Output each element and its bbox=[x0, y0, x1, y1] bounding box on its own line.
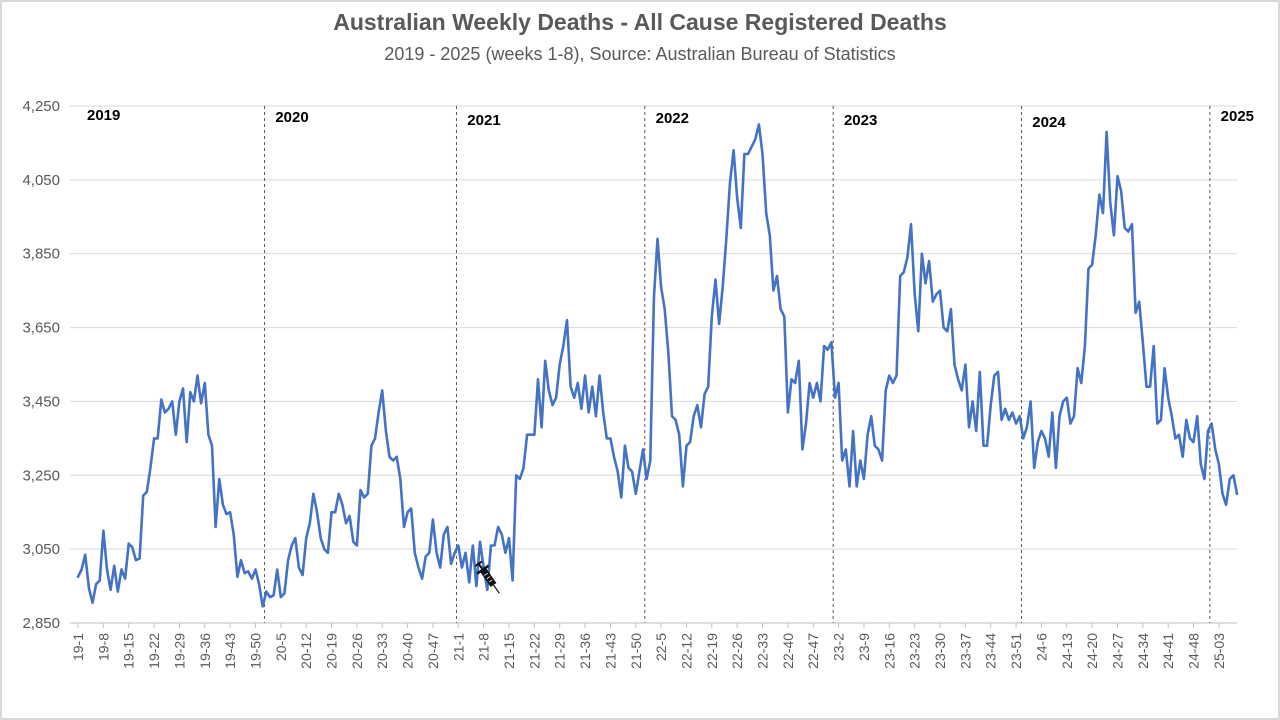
year-label: 2020 bbox=[275, 109, 308, 126]
syringe-thumb bbox=[474, 560, 483, 567]
y-tick-label: 3,450 bbox=[22, 393, 60, 410]
syringe-flange bbox=[476, 564, 490, 575]
x-tick-label: 19-36 bbox=[197, 633, 213, 669]
x-tick-label: 20-19 bbox=[324, 633, 340, 669]
x-tick-label: 21-43 bbox=[602, 633, 618, 669]
y-tick-label: 3,650 bbox=[22, 320, 60, 337]
x-tick-label: 23-2 bbox=[831, 633, 847, 661]
x-tick-label: 20-26 bbox=[349, 633, 365, 669]
x-tick-label: 23-37 bbox=[957, 633, 973, 669]
y-tick-label: 4,250 bbox=[22, 98, 60, 115]
year-label: 2023 bbox=[844, 112, 877, 129]
x-tick-label: 20-33 bbox=[374, 633, 390, 669]
x-tick-label: 24-41 bbox=[1160, 633, 1176, 669]
syringe-tick bbox=[484, 572, 488, 576]
x-tick-label: 19-29 bbox=[171, 633, 187, 669]
x-tick-label: 20-47 bbox=[425, 633, 441, 669]
year-label: 2022 bbox=[656, 110, 689, 127]
x-tick-label: 21-29 bbox=[552, 633, 568, 669]
x-tick-label: 25-03 bbox=[1211, 633, 1227, 669]
y-tick-label: 3,050 bbox=[22, 541, 60, 558]
series-group bbox=[76, 123, 1239, 608]
x-tick-label: 24-13 bbox=[1059, 633, 1075, 669]
x-tick-label: 23-23 bbox=[907, 633, 923, 669]
syringe-tick bbox=[488, 579, 493, 583]
vaccine-syringe-icon bbox=[474, 560, 500, 594]
x-tick-label: 22-33 bbox=[755, 633, 771, 669]
x-axis: 19-1 19-8 19-15 19-22 19-29 19-36 19-43 19-50 20… bbox=[70, 623, 1227, 669]
x-tick-label: 22-19 bbox=[704, 633, 720, 669]
year-label: 2021 bbox=[467, 112, 500, 129]
x-tick-label: 20-40 bbox=[400, 633, 416, 669]
syringe-tick bbox=[486, 576, 491, 580]
x-tick-label: 24-48 bbox=[1186, 633, 1202, 669]
x-tick-label: 23-51 bbox=[1008, 633, 1024, 669]
x-tick-label: 21-1 bbox=[450, 633, 466, 661]
syringe-needle bbox=[493, 584, 500, 594]
x-tick-label: 19-50 bbox=[247, 633, 263, 669]
year-label: 2019 bbox=[87, 107, 120, 124]
x-tick-label: 19-8 bbox=[95, 633, 111, 661]
x-tick-label: 19-22 bbox=[146, 633, 162, 669]
x-tick-label: 22-40 bbox=[780, 633, 796, 669]
year-labels: 2019 2020 2021 2022 2023 2024 2025 bbox=[87, 107, 1254, 131]
x-tick-label: 19-1 bbox=[70, 633, 86, 661]
year-label: 2024 bbox=[1032, 114, 1066, 131]
y-tick-label: 4,050 bbox=[22, 172, 60, 189]
x-tick-label: 24-27 bbox=[1109, 633, 1125, 669]
x-tick-label: 24-34 bbox=[1135, 633, 1151, 669]
x-tick-label: 22-47 bbox=[805, 633, 821, 669]
x-tick-label: 19-15 bbox=[121, 633, 137, 669]
y-tick-label: 3,850 bbox=[22, 246, 60, 263]
x-tick-label: 20-12 bbox=[298, 633, 314, 669]
x-tick-label: 19-43 bbox=[222, 633, 238, 669]
x-tick-label: 21-22 bbox=[526, 633, 542, 669]
x-tick-label: 24-6 bbox=[1033, 633, 1049, 661]
x-tick-label: 20-5 bbox=[273, 633, 289, 661]
y-tick-label: 2,850 bbox=[22, 615, 60, 632]
x-tick-label: 21-8 bbox=[476, 633, 492, 661]
chart-title: Australian Weekly Deaths - All Cause Reg… bbox=[333, 9, 947, 35]
series-line bbox=[76, 123, 1239, 608]
x-tick-label: 21-36 bbox=[577, 633, 593, 669]
x-tick-label: 24-20 bbox=[1084, 633, 1100, 669]
x-tick-label: 23-9 bbox=[856, 633, 872, 661]
x-tick-label: 21-50 bbox=[628, 633, 644, 669]
x-tick-label: 23-16 bbox=[881, 633, 897, 669]
x-tick-label: 23-30 bbox=[932, 633, 948, 669]
y-tick-label: 3,250 bbox=[22, 467, 60, 484]
year-label: 2025 bbox=[1221, 108, 1254, 125]
x-tick-label: 23-44 bbox=[983, 633, 999, 669]
x-tick-label: 22-26 bbox=[729, 633, 745, 669]
x-tick-label: 21-15 bbox=[501, 633, 517, 669]
x-tick-label: 22-5 bbox=[653, 633, 669, 661]
y-axis: 2,850 3,050 3,250 3,450 3,650 3,850 4,050 4,250 bbox=[22, 98, 60, 632]
chart-subtitle: 2019 - 2025 (weeks 1-8), Source: Austral… bbox=[384, 44, 896, 64]
x-tick-label: 22-12 bbox=[678, 633, 694, 669]
